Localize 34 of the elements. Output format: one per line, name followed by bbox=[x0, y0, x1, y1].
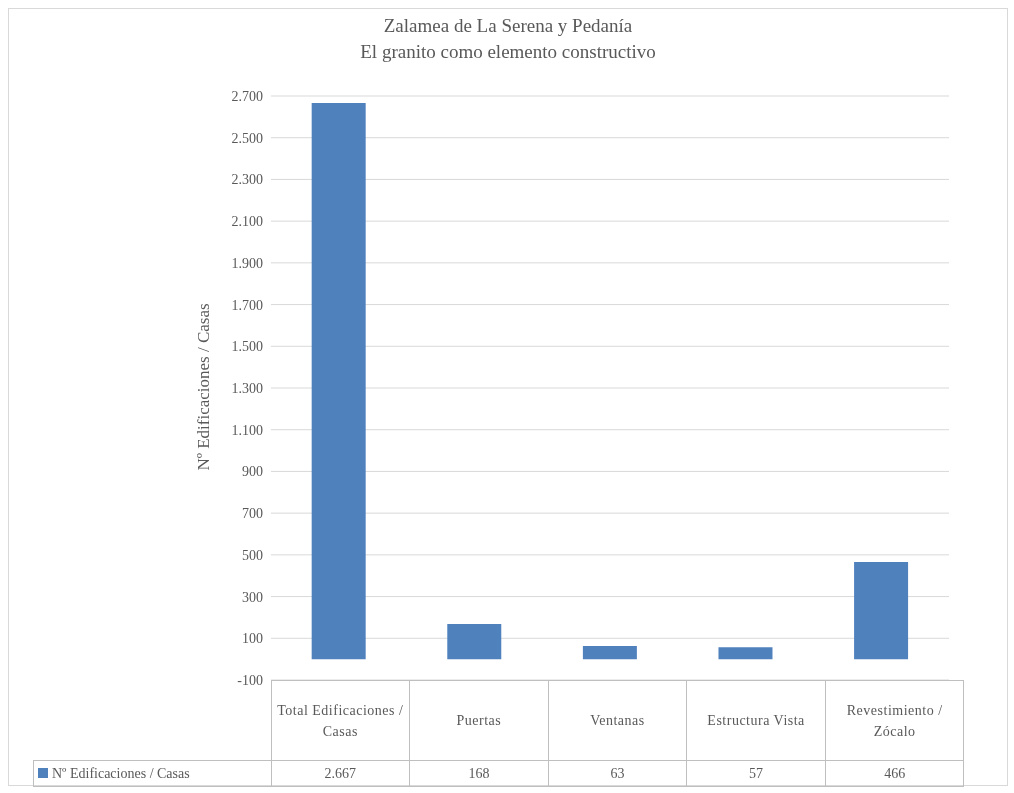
data-label: 63 bbox=[548, 760, 687, 787]
y-tick-label: 1.100 bbox=[231, 422, 263, 438]
bar bbox=[854, 561, 909, 660]
x-tick-label: Total Edificaciones / Casas bbox=[271, 680, 410, 761]
y-tick-label: 700 bbox=[242, 506, 263, 522]
y-tick-label: 1.900 bbox=[231, 255, 263, 271]
y-tick-label: 1.300 bbox=[231, 380, 263, 396]
y-tick-label: 300 bbox=[242, 589, 263, 605]
y-tick-label: 1.500 bbox=[231, 339, 263, 355]
bar bbox=[582, 646, 637, 660]
y-axis-title: Nº Edificaciones / Casas bbox=[194, 303, 214, 471]
y-tick-label: -100 bbox=[237, 672, 263, 688]
y-tick-label: 2.700 bbox=[231, 88, 263, 104]
y-tick-label: 2.100 bbox=[231, 214, 263, 230]
chart-title: Zalamea de La Serena y Pedanía bbox=[382, 14, 634, 38]
y-tick-label: 1.700 bbox=[231, 297, 263, 313]
chart-subtitle: El granito como elemento constructivo bbox=[359, 40, 657, 64]
y-tick-label: 100 bbox=[242, 631, 263, 647]
x-tick-label: Ventanas bbox=[548, 680, 687, 761]
data-label: 57 bbox=[686, 760, 826, 787]
data-label: 2.667 bbox=[271, 760, 410, 787]
y-tick-label: 2.500 bbox=[231, 130, 263, 146]
data-label: 168 bbox=[409, 760, 549, 787]
y-tick-label: 900 bbox=[242, 464, 263, 480]
y-tick-label: 2.300 bbox=[231, 172, 263, 188]
bar bbox=[311, 102, 366, 660]
y-tick-label: 500 bbox=[242, 547, 263, 563]
bar bbox=[447, 624, 502, 660]
x-tick-label: Estructura Vista bbox=[686, 680, 826, 761]
x-tick-label: Puertas bbox=[409, 680, 549, 761]
bar bbox=[718, 647, 773, 660]
legend-label: Nº Edificaciones / Casas bbox=[33, 760, 271, 787]
data-label: 466 bbox=[825, 760, 964, 787]
x-tick-label: Revestimiento / Zócalo bbox=[825, 680, 964, 761]
